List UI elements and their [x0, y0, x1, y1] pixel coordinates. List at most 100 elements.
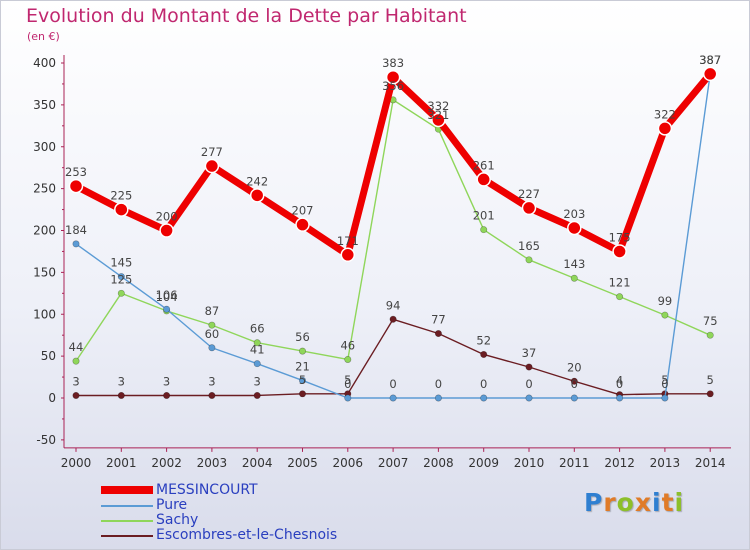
x-tick-label: 2005 — [287, 456, 318, 470]
data-label-0: 253 — [65, 165, 87, 179]
data-label-0: 332 — [427, 99, 449, 113]
data-point-3 — [208, 391, 216, 399]
data-point-1 — [344, 394, 352, 402]
data-label-2: 99 — [658, 294, 673, 308]
x-tick-label: 2003 — [197, 456, 228, 470]
y-tick-label: 100 — [33, 307, 56, 321]
data-point-0 — [702, 66, 718, 82]
data-point-3 — [298, 390, 306, 398]
logo-letter: o — [616, 488, 635, 517]
data-label-3: 52 — [476, 333, 491, 347]
data-point-0 — [657, 121, 673, 136]
data-point-1 — [616, 394, 624, 402]
x-tick-label: 2013 — [650, 456, 681, 470]
x-tick-label: 2014 — [695, 456, 726, 470]
legend-label-escombres: Escombres-et-le-Chesnois — [156, 527, 338, 543]
x-tick-label: 2011 — [559, 456, 590, 470]
data-label-1: 0 — [344, 377, 351, 391]
data-label-0: 261 — [473, 158, 495, 172]
data-label-0: 227 — [518, 187, 540, 201]
data-point-1 — [389, 394, 397, 402]
data-point-1 — [117, 273, 125, 281]
x-tick-label: 2002 — [151, 456, 182, 470]
data-point-2 — [480, 226, 488, 234]
data-label-2: 66 — [250, 322, 265, 336]
data-point-2 — [525, 256, 533, 264]
data-label-3: 3 — [208, 374, 215, 388]
data-label-2: 75 — [703, 314, 718, 328]
data-label-2: 87 — [205, 304, 220, 318]
data-label-3: 3 — [72, 374, 79, 388]
data-label-0: 387 — [699, 53, 721, 67]
data-label-3: 5 — [344, 373, 351, 387]
data-label-2: 165 — [518, 239, 540, 253]
data-point-1 — [480, 394, 488, 402]
y-tick-label: 0 — [48, 391, 56, 405]
data-label-1: 0 — [571, 377, 578, 391]
data-point-0 — [295, 217, 310, 232]
data-point-0 — [385, 69, 401, 85]
data-point-1 — [661, 394, 669, 402]
data-label-2: 125 — [110, 272, 132, 286]
data-label-0: 200 — [156, 210, 178, 224]
data-label-2: 201 — [473, 209, 495, 223]
data-point-1 — [163, 305, 171, 313]
data-label-3: 5 — [299, 373, 306, 387]
data-label-1: 0 — [435, 377, 442, 391]
data-label-2: 44 — [69, 340, 84, 354]
data-label-1: 60 — [205, 327, 220, 341]
data-point-2 — [706, 331, 714, 339]
data-label-3: 4 — [616, 374, 623, 388]
logo-letter: x — [634, 488, 652, 517]
data-point-3 — [570, 377, 578, 385]
data-point-1 — [72, 240, 80, 248]
logo-letter: t — [661, 488, 675, 517]
data-label-1: 41 — [250, 343, 265, 357]
y-tick-label: -50 — [36, 433, 56, 447]
legend-label-messincourt: MESSINCOURT — [156, 482, 258, 498]
data-point-0 — [340, 247, 356, 263]
data-point-2 — [616, 293, 624, 301]
data-point-2 — [117, 289, 125, 297]
data-label-1: 0 — [525, 377, 532, 391]
data-label-0: 277 — [201, 145, 223, 159]
legend-swatch-escombres — [101, 535, 153, 537]
data-label-1: 106 — [156, 288, 178, 302]
data-label-0: 207 — [292, 204, 314, 218]
data-label-1: 184 — [65, 223, 87, 237]
data-label-1: 0 — [389, 377, 396, 391]
data-point-2 — [661, 311, 669, 319]
legend-swatch-messincourt — [101, 486, 153, 494]
data-label-2: 356 — [382, 79, 404, 93]
x-tick-label: 2008 — [423, 456, 454, 470]
data-point-1 — [434, 394, 442, 402]
y-tick-label: 250 — [33, 182, 56, 196]
data-label-1: 0 — [616, 377, 623, 391]
data-label-2: 46 — [340, 338, 355, 352]
logo-letter: i — [652, 488, 662, 517]
data-point-0 — [159, 223, 174, 238]
data-point-3 — [163, 391, 171, 399]
logo-letter: P — [584, 488, 604, 517]
data-point-2 — [72, 357, 80, 365]
data-point-0 — [521, 200, 537, 216]
data-point-0 — [114, 202, 129, 217]
data-label-3: 3 — [163, 374, 170, 388]
data-point-0 — [431, 112, 446, 128]
logo-letter: i — [674, 488, 685, 517]
data-point-1 — [208, 344, 216, 352]
logo-letter: r — [603, 488, 617, 517]
y-tick-label: 200 — [33, 224, 56, 238]
data-point-2 — [298, 347, 306, 355]
legend-label-pure: Pure — [156, 497, 188, 513]
y-tick-label: 300 — [33, 140, 56, 154]
data-point-3 — [480, 350, 488, 358]
data-label-0: 203 — [563, 207, 585, 221]
data-point-3 — [117, 391, 125, 399]
data-label-1: 387 — [699, 53, 721, 67]
x-tick-label: 2010 — [514, 456, 545, 470]
data-label-2: 143 — [563, 257, 585, 271]
x-tick-label: 2001 — [106, 456, 137, 470]
x-tick-label: 2000 — [61, 456, 92, 470]
